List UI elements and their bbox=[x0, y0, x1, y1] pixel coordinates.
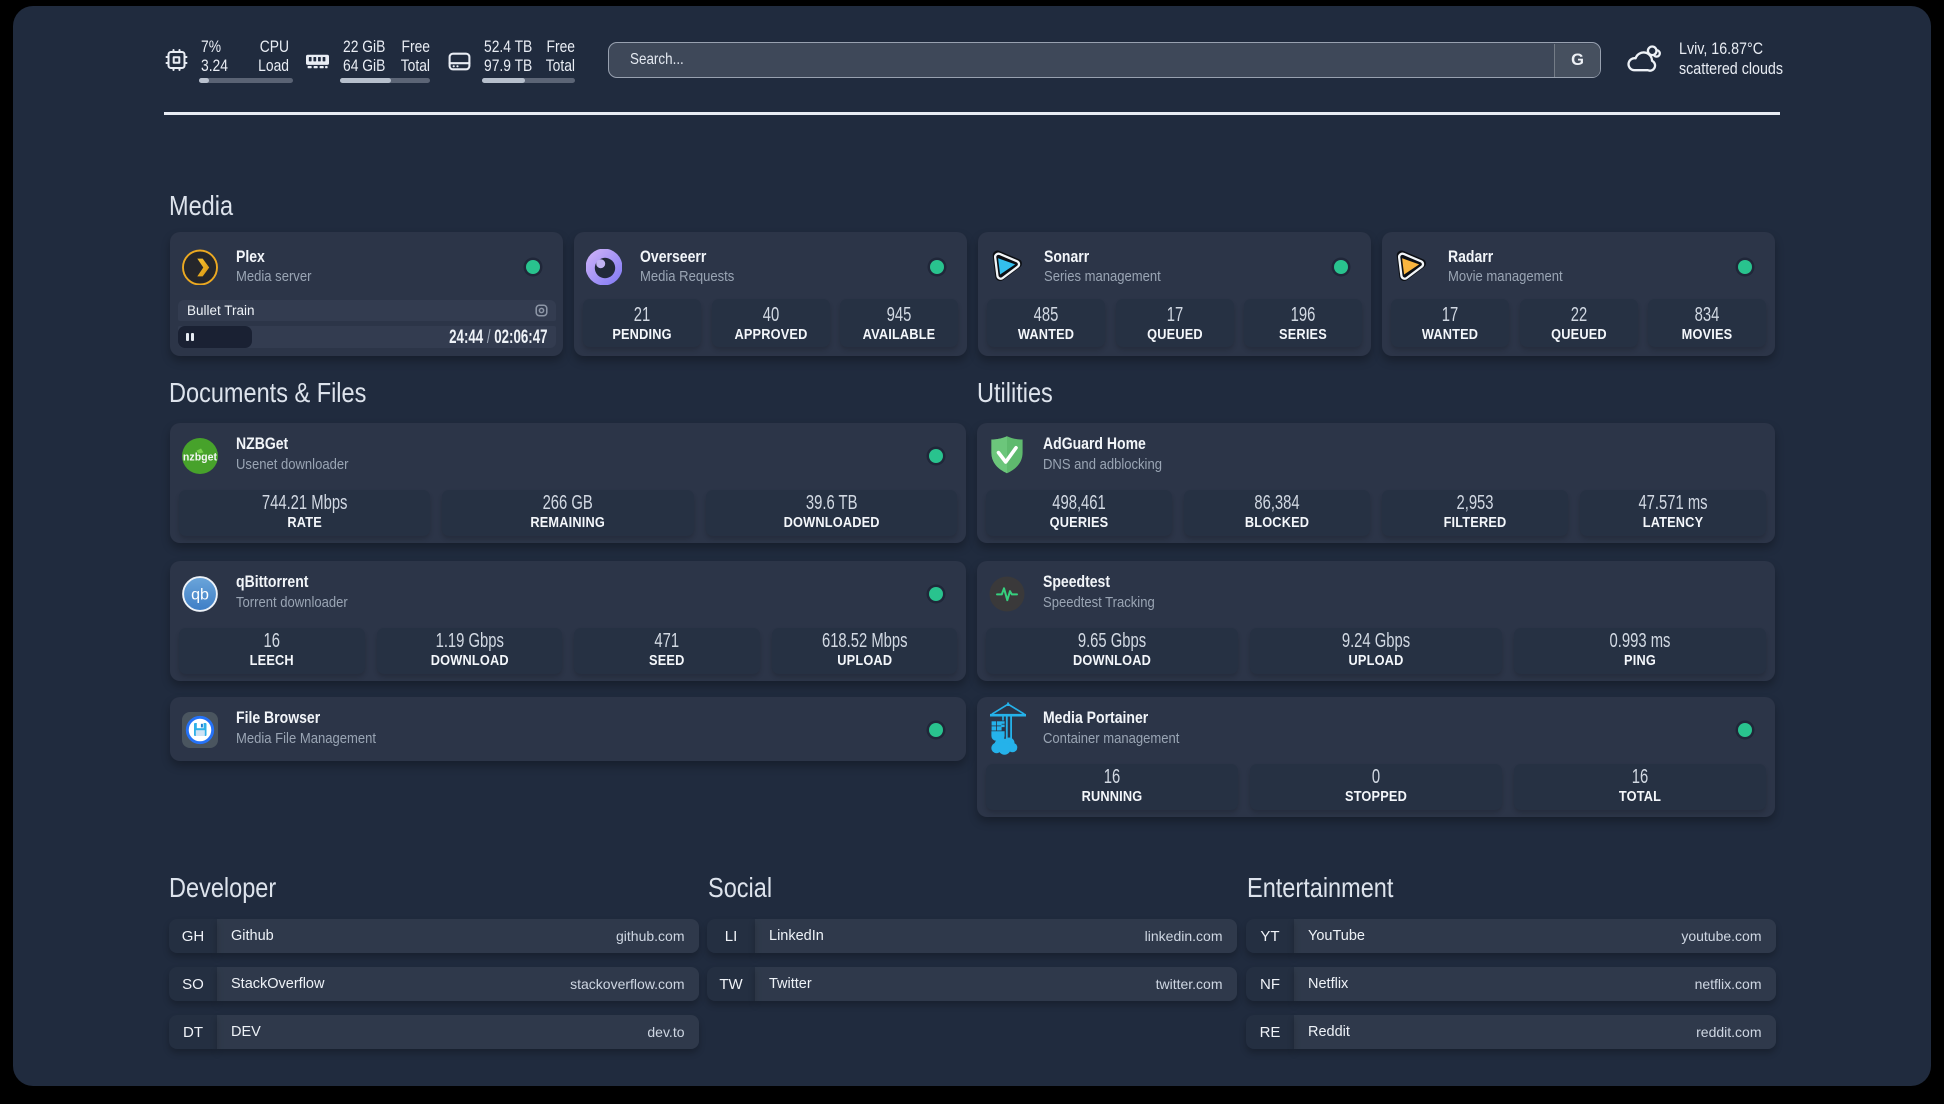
svg-text:nzbget: nzbget bbox=[183, 451, 218, 463]
svg-text:qb: qb bbox=[191, 586, 209, 603]
